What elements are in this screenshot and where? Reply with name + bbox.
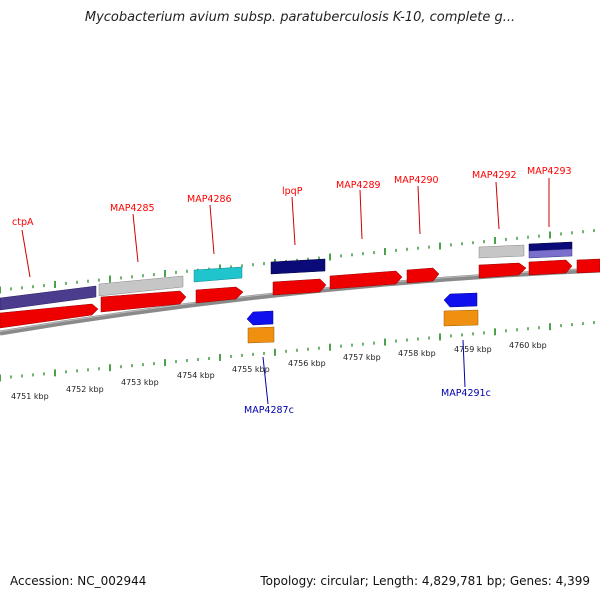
feature-bars-row <box>0 241 573 311</box>
gene-label[interactable]: MAP4289 <box>336 180 381 191</box>
forward-gene-labels: ctpA MAP4285 MAP4286 lpqP MAP4289 MAP429… <box>12 166 572 228</box>
gene-MAP4289[interactable] <box>329 270 403 290</box>
reverse-callout-lines <box>262 339 466 405</box>
gene-MAP4285[interactable] <box>100 290 187 313</box>
gene-label[interactable]: MAP4286 <box>187 194 232 205</box>
feature-bar-MAP4286[interactable] <box>193 266 243 283</box>
forward-genes-row <box>0 258 600 329</box>
gene-next-forward[interactable] <box>576 258 600 274</box>
inner-tick-track <box>0 321 595 382</box>
genome-backbone <box>0 267 600 336</box>
accession-text: Accession: NC_002944 <box>10 574 147 588</box>
feature-bar-MAP4287c[interactable] <box>247 326 275 344</box>
kbp-label: 4759 kbp <box>454 345 492 354</box>
kbp-label: 4756 kbp <box>288 359 326 368</box>
feature-bar-MAP4293-bottom[interactable] <box>528 248 573 259</box>
gene-MAP4293[interactable] <box>528 259 573 276</box>
gene-label[interactable]: MAP4291c <box>441 388 491 399</box>
gene-label[interactable]: lpqP <box>282 186 303 197</box>
kbp-scale-labels: 4751 kbp 4752 kbp 4753 kbp 4754 kbp 4755… <box>11 341 547 401</box>
reverse-gene-labels: MAP4287c MAP4291c <box>244 388 491 416</box>
kbp-label: 4751 kbp <box>11 392 49 401</box>
kbp-label: 4755 kbp <box>232 365 270 374</box>
gene-label[interactable]: MAP4290 <box>394 175 439 186</box>
gene-MAP4286[interactable] <box>195 286 244 304</box>
kbp-label: 4760 kbp <box>509 341 547 350</box>
gene-ctpA[interactable] <box>0 303 99 329</box>
kbp-label: 4758 kbp <box>398 349 436 358</box>
gene-label[interactable]: ctpA <box>12 217 34 228</box>
feature-bar-MAP4285[interactable] <box>98 275 184 297</box>
gene-MAP4292[interactable] <box>478 262 527 279</box>
feature-bar-MAP4292[interactable] <box>478 244 525 259</box>
map-title: Mycobacterium avium subsp. paratuberculo… <box>84 10 516 25</box>
gene-MAP4290[interactable] <box>406 267 440 284</box>
gene-lpqP[interactable] <box>272 278 327 296</box>
forward-callout-lines <box>21 178 550 278</box>
kbp-label: 4753 kbp <box>121 378 159 387</box>
outer-tick-track <box>0 229 595 294</box>
gene-label[interactable]: MAP4285 <box>110 203 155 214</box>
topology-text: Topology: circular; Length: 4,829,781 bp… <box>260 574 590 588</box>
feature-bar-MAP4291c[interactable] <box>443 309 479 327</box>
feature-bar-ctpA[interactable] <box>0 285 97 311</box>
kbp-label: 4752 kbp <box>66 385 104 394</box>
gene-MAP4287c[interactable] <box>246 310 274 326</box>
gene-label[interactable]: MAP4287c <box>244 405 294 416</box>
gene-label[interactable]: MAP4293 <box>527 166 572 177</box>
genome-backbone-highlight <box>0 268 600 332</box>
gene-MAP4291c[interactable] <box>443 292 478 308</box>
feature-bar-lpqP[interactable] <box>270 258 326 275</box>
kbp-label: 4757 kbp <box>343 353 381 362</box>
gene-label[interactable]: MAP4292 <box>472 170 517 181</box>
reverse-genes-row <box>246 292 479 344</box>
kbp-label: 4754 kbp <box>177 371 215 380</box>
